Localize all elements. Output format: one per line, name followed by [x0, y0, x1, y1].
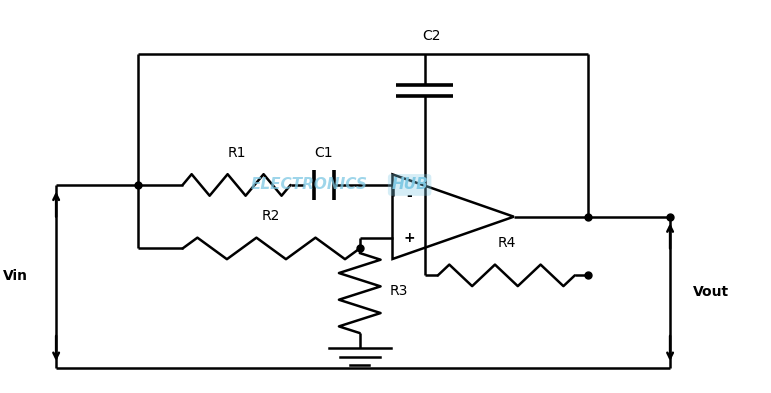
Text: +: +: [403, 231, 415, 245]
Text: R3: R3: [389, 284, 408, 298]
Text: Vout: Vout: [693, 285, 729, 299]
Text: ELECTRONICS: ELECTRONICS: [251, 178, 368, 193]
Text: HUB: HUB: [391, 178, 428, 193]
Text: C2: C2: [423, 29, 441, 42]
Text: R4: R4: [497, 236, 516, 250]
Text: R2: R2: [262, 209, 281, 224]
Text: R1: R1: [227, 146, 246, 160]
Text: C1: C1: [315, 146, 333, 160]
Text: -: -: [406, 189, 412, 202]
Text: Vin: Vin: [3, 269, 28, 283]
